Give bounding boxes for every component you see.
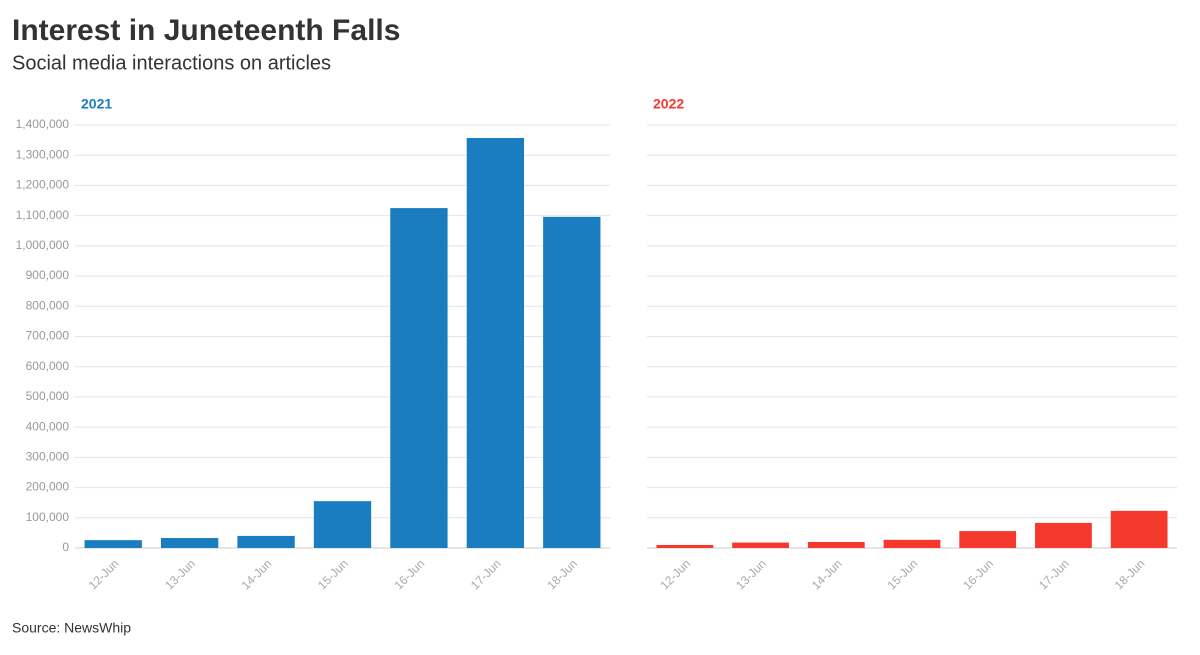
y-tick-label: 1,200,000	[16, 178, 70, 192]
x-tick-label: 13-Jun	[733, 556, 769, 592]
x-tick-label: 13-Jun	[162, 556, 198, 592]
bar	[807, 541, 865, 548]
y-tick-label: 1,400,000	[16, 117, 70, 131]
y-tick-label: 500,000	[26, 389, 70, 403]
x-tick-label: 17-Jun	[1036, 556, 1072, 592]
y-tick-label: 600,000	[26, 359, 70, 373]
bar	[466, 137, 525, 549]
bar	[84, 540, 142, 548]
bar	[313, 501, 372, 548]
x-tick-label: 12-Jun	[657, 556, 693, 592]
y-tick-label: 300,000	[26, 450, 70, 464]
x-tick-label: 14-Jun	[809, 556, 845, 592]
panel-title: 2021	[81, 96, 112, 112]
bar	[1110, 510, 1168, 548]
chart-title: Interest in Juneteenth Falls	[12, 14, 400, 47]
bar	[237, 535, 295, 548]
bar	[883, 539, 941, 548]
x-tick-label: 16-Jun	[960, 556, 996, 592]
y-tick-label: 100,000	[26, 510, 70, 524]
y-tick-label: 0	[62, 540, 69, 554]
x-tick-label: 18-Jun	[1112, 556, 1148, 592]
panel-title: 2022	[653, 96, 684, 112]
y-tick-label: 1,300,000	[16, 147, 70, 161]
x-tick-label: 16-Jun	[391, 556, 427, 592]
x-tick-label: 17-Jun	[468, 556, 504, 592]
x-tick-label: 15-Jun	[315, 556, 351, 592]
bar	[959, 531, 1017, 548]
bar	[390, 208, 448, 548]
y-tick-label: 200,000	[26, 480, 70, 494]
bar	[656, 544, 714, 548]
bar	[1035, 522, 1092, 548]
bar	[732, 542, 789, 548]
source-note: Source: NewsWhip	[12, 620, 131, 636]
bar	[160, 538, 219, 548]
x-tick-label: 15-Jun	[885, 556, 921, 592]
y-tick-label: 400,000	[26, 419, 70, 433]
x-tick-label: 18-Jun	[544, 556, 580, 592]
chart-subtitle: Social media interactions on articles	[12, 52, 331, 74]
y-tick-label: 1,100,000	[16, 208, 70, 222]
bar	[543, 216, 601, 548]
y-tick-label: 700,000	[26, 329, 70, 343]
y-tick-label: 1,000,000	[16, 238, 70, 252]
y-tick-label: 800,000	[26, 298, 70, 312]
x-tick-label: 12-Jun	[86, 556, 122, 592]
x-tick-label: 14-Jun	[239, 556, 275, 592]
y-tick-label: 900,000	[26, 268, 70, 282]
